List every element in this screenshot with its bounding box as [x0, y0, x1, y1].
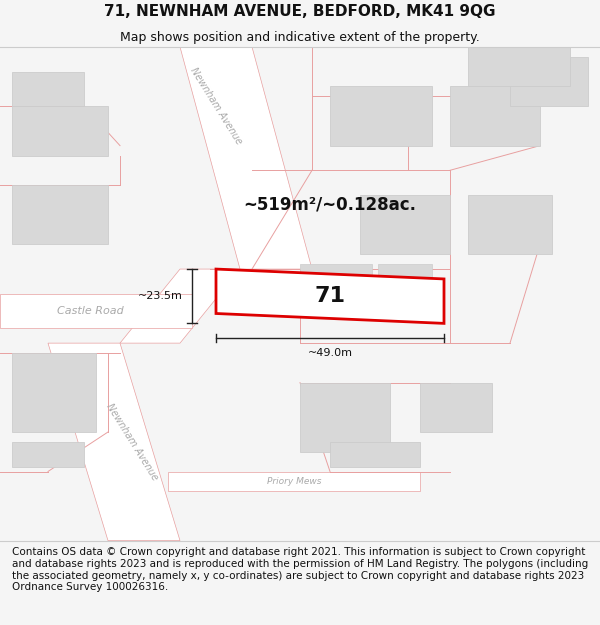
- Polygon shape: [12, 185, 108, 244]
- Polygon shape: [180, 47, 312, 269]
- Polygon shape: [450, 86, 540, 146]
- Polygon shape: [168, 471, 420, 491]
- Text: 71: 71: [314, 286, 346, 306]
- Text: Priory Mews: Priory Mews: [267, 477, 321, 486]
- Polygon shape: [0, 294, 192, 328]
- Text: ~49.0m: ~49.0m: [308, 348, 353, 358]
- Polygon shape: [300, 264, 372, 304]
- Polygon shape: [300, 382, 390, 452]
- Text: Newnham Avenue: Newnham Avenue: [188, 66, 244, 146]
- Polygon shape: [12, 442, 84, 466]
- Text: Map shows position and indicative extent of the property.: Map shows position and indicative extent…: [120, 31, 480, 44]
- Text: Castle Road: Castle Road: [56, 306, 124, 316]
- Polygon shape: [468, 47, 570, 86]
- Polygon shape: [468, 195, 552, 254]
- Polygon shape: [330, 86, 432, 146]
- Polygon shape: [120, 269, 240, 343]
- Polygon shape: [510, 57, 588, 106]
- Polygon shape: [48, 343, 180, 541]
- Polygon shape: [378, 264, 432, 294]
- Polygon shape: [216, 269, 444, 323]
- Polygon shape: [330, 442, 420, 466]
- Text: Newnham Avenue: Newnham Avenue: [104, 402, 160, 482]
- Text: ~519m²/~0.128ac.: ~519m²/~0.128ac.: [244, 196, 416, 214]
- Polygon shape: [12, 71, 84, 106]
- Text: 71, NEWNHAM AVENUE, BEDFORD, MK41 9QG: 71, NEWNHAM AVENUE, BEDFORD, MK41 9QG: [104, 4, 496, 19]
- Polygon shape: [360, 195, 450, 254]
- Text: ~23.5m: ~23.5m: [138, 291, 183, 301]
- Polygon shape: [12, 353, 96, 432]
- Text: Contains OS data © Crown copyright and database right 2021. This information is : Contains OS data © Crown copyright and d…: [12, 548, 588, 592]
- Polygon shape: [12, 106, 108, 156]
- Polygon shape: [420, 382, 492, 432]
